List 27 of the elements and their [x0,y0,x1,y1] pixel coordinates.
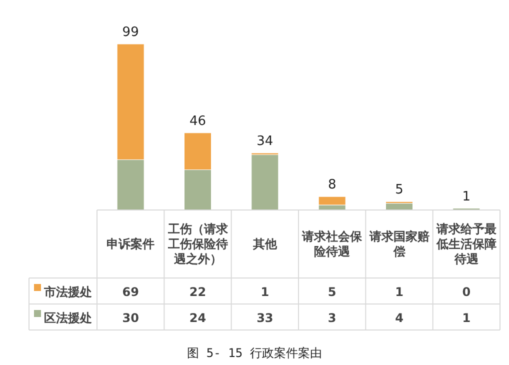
total-label: 46 [189,114,206,129]
data-label: 69 [122,285,139,299]
legend-label: 区法援处 [44,311,92,325]
data-label: 1 [462,311,471,325]
data-label: 0 [462,285,471,299]
total-label: 99 [122,25,139,40]
total-label: 1 [462,189,471,204]
data-label: 4 [395,311,404,325]
x-tick-label: 工伤（请求工伤保险待遇之外） [166,222,229,266]
x-tick-label: 请求给予最低生活保障待遇 [435,222,496,266]
data-label: 24 [189,311,206,325]
data-label: 22 [189,285,206,299]
x-tick-label: 其他 [252,237,278,251]
total-label: 5 [395,182,404,198]
caption: 图 5- 15 行政案件案由 [187,346,322,360]
legend-label: 市法援处 [43,285,92,299]
x-tick-label: 请求国家赔偿 [368,230,430,258]
data-label: 1 [260,285,270,299]
total-label: 34 [256,134,274,149]
data-label: 33 [256,311,274,325]
data-label: 1 [395,285,404,299]
total-label: 8 [328,178,336,193]
data-label: 5 [328,285,336,299]
data-label: 3 [328,311,336,325]
data-label: 30 [122,311,139,325]
x-tick-label: 申诉案件 [106,237,155,251]
x-tick-label: 请求社会保险待遇 [301,230,364,258]
